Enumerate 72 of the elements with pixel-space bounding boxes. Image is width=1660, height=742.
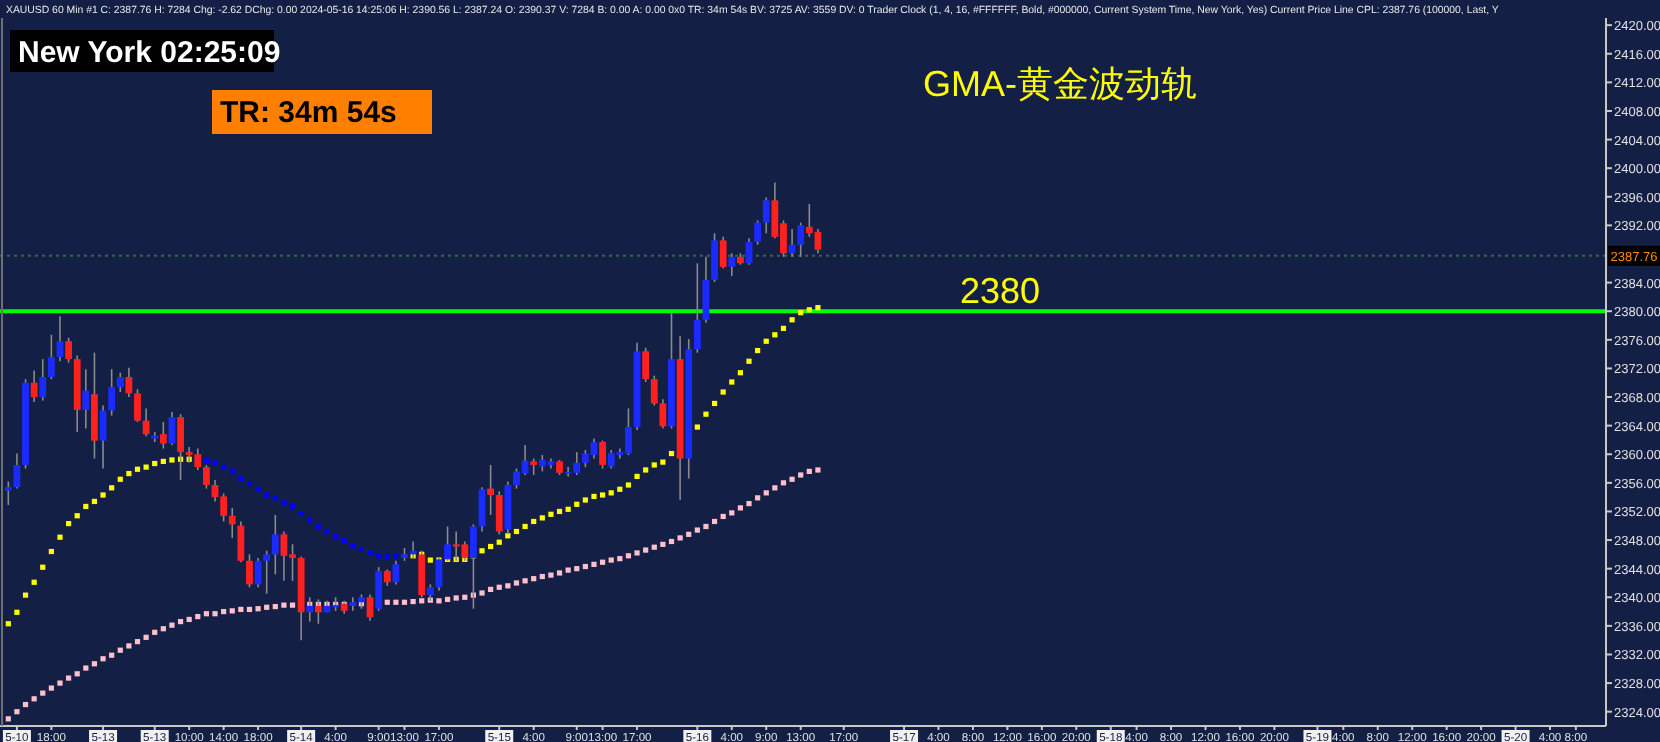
candlestick [168, 411, 176, 446]
candlestick [142, 407, 150, 438]
point [298, 511, 304, 517]
candlestick [693, 262, 701, 354]
candlestick [82, 368, 90, 430]
point [341, 538, 347, 544]
candlestick [797, 221, 805, 258]
point [212, 460, 218, 466]
candlestick [47, 334, 55, 380]
candlestick [349, 596, 357, 612]
point [238, 475, 244, 482]
candlestick [280, 530, 288, 582]
candlestick [564, 466, 572, 478]
point [264, 492, 270, 498]
point [367, 550, 373, 556]
candlestick [65, 336, 72, 364]
point [281, 500, 287, 506]
point [384, 553, 390, 560]
candlestick [487, 464, 495, 516]
candlestick [392, 560, 400, 586]
point [376, 553, 382, 559]
candlestick [495, 490, 503, 536]
candlestick [39, 358, 47, 402]
candlestick [728, 252, 736, 277]
candlestick [754, 219, 762, 246]
ref-line-label: 2380 [959, 271, 1041, 312]
candlestick [599, 439, 606, 470]
annotation: TR: 34m 54s [220, 96, 397, 130]
point [246, 480, 253, 487]
candlestick [220, 492, 228, 523]
point [333, 533, 339, 540]
candlestick [573, 451, 581, 476]
candlestick [91, 351, 98, 460]
point [255, 486, 261, 492]
candlestick [125, 366, 133, 398]
point [203, 458, 209, 464]
candlestick [4, 480, 12, 506]
point [324, 528, 330, 535]
candlestick [375, 566, 383, 612]
annotation: New York 02:25:09 [18, 36, 281, 70]
candlestick [203, 464, 210, 490]
candlestick [762, 196, 770, 235]
candlestick [237, 520, 245, 564]
candlestick [116, 371, 124, 393]
candlestick [56, 315, 64, 363]
candlestick [194, 447, 202, 471]
point [289, 503, 296, 510]
candlestick [513, 467, 520, 490]
candlestick [659, 398, 667, 430]
candlestick [719, 236, 727, 270]
candlestick [607, 449, 615, 470]
candlestick [246, 553, 253, 589]
point [393, 553, 399, 559]
point [229, 468, 235, 475]
point [358, 546, 365, 552]
point [307, 517, 313, 523]
point [221, 464, 227, 470]
point [315, 523, 321, 530]
text: GMA-黄金波动轨 [923, 64, 1197, 104]
candlestick [504, 480, 512, 536]
candlestick [134, 388, 141, 423]
point [272, 495, 278, 501]
candlestick [711, 232, 718, 283]
candlestick [159, 421, 167, 450]
point [350, 543, 356, 549]
candlestick [228, 507, 236, 539]
candlestick [108, 368, 116, 417]
candlestick [642, 346, 650, 383]
candlestick [30, 369, 38, 403]
candlestick [263, 549, 271, 595]
candlestick [271, 514, 279, 576]
candlestick [650, 374, 658, 407]
